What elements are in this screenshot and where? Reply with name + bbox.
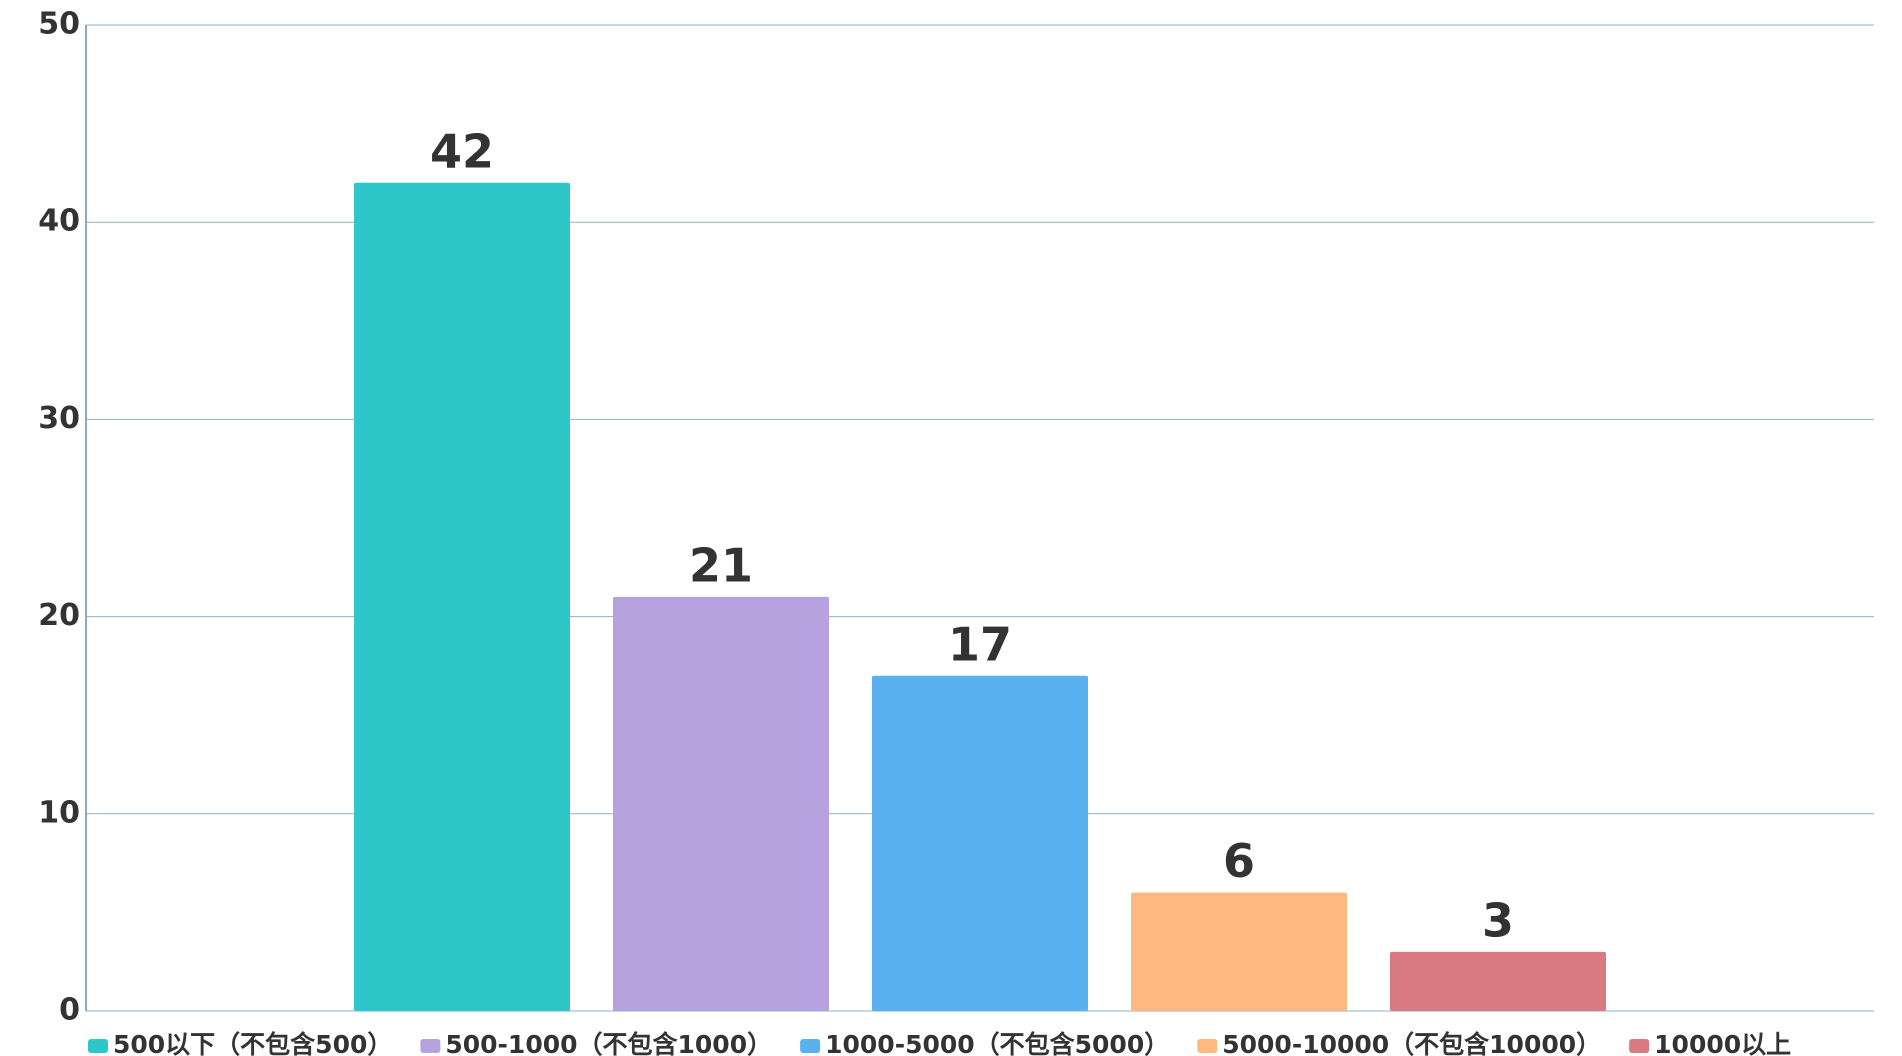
y-tick-label: 30 [38,401,80,436]
legend-swatch [1197,1039,1218,1053]
legend-label: 10000以上 [1654,1030,1791,1056]
bar [1390,951,1606,1011]
value-label: 3 [1482,893,1514,947]
y-tick-label: 0 [59,993,80,1028]
value-label: 42 [430,124,494,178]
bar [872,675,1088,1011]
legend-swatch [420,1039,441,1053]
legend-swatch [1629,1039,1650,1053]
value-label: 6 [1223,834,1255,888]
legend-label: 500以下（不包含500） [113,1030,392,1056]
legend-swatch [88,1039,108,1053]
value-label: 21 [689,538,753,592]
legend-swatch [800,1039,821,1053]
bar [613,596,829,1011]
legend-label: 1000-5000（不包含5000） [825,1030,1169,1056]
legend-label: 500-1000（不包含1000） [445,1030,772,1056]
y-tick-label: 50 [38,7,80,42]
legend-label: 5000-10000（不包含10000） [1222,1030,1601,1056]
bar [354,182,570,1011]
y-tick-label: 20 [38,598,80,633]
y-tick-label: 40 [38,204,80,239]
value-label: 17 [948,617,1012,671]
y-tick-label: 10 [38,795,80,830]
bar [1131,892,1347,1011]
